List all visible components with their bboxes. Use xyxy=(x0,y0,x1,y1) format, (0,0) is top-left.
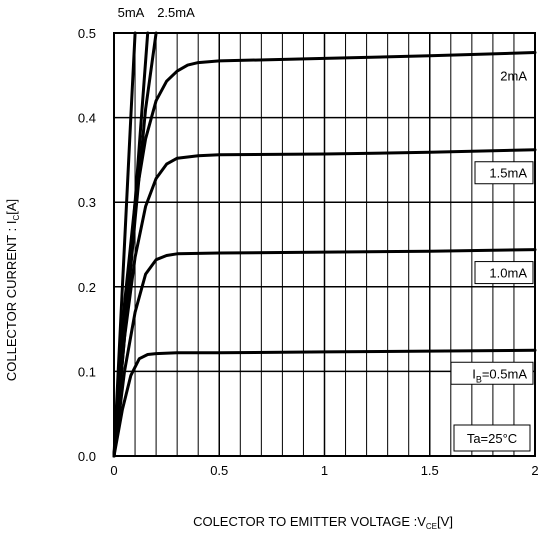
annotation-frame xyxy=(453,424,531,452)
y-axis-label-sub: C xyxy=(12,215,21,221)
y-axis-label-main: COLLECTOR CURRENT : I xyxy=(4,221,19,382)
series-label-box xyxy=(450,361,534,385)
x-axis-label-sub: CE xyxy=(426,522,437,531)
series-label: 1.0mA xyxy=(489,266,527,281)
series-line-5mA xyxy=(112,31,137,458)
plot-frame xyxy=(113,32,536,457)
y-tick-label: 0.4 xyxy=(78,111,96,126)
series-label: 5mA xyxy=(118,5,145,20)
series-label-box xyxy=(474,161,534,185)
grid xyxy=(114,33,535,456)
x-tick-label: 1 xyxy=(321,463,328,478)
series-line-1.5mA xyxy=(112,148,537,458)
series-line-1.0mA xyxy=(112,248,537,458)
x-tick-label: 0.5 xyxy=(210,463,228,478)
series-label: 2mA xyxy=(500,68,527,83)
x-axis-label-main: COLECTOR TO EMITTER VOLTAGE :V xyxy=(193,514,426,529)
x-tick-label: 2 xyxy=(531,463,538,478)
y-tick-label: 0.2 xyxy=(78,280,96,295)
annotation-box: Ta=25°C xyxy=(453,424,531,452)
x-axis-label: COLECTOR TO EMITTER VOLTAGE :VCE[V] xyxy=(193,514,453,531)
y-tick-label: 0.1 xyxy=(78,364,96,379)
curve-labels: IB=0.5mA 1.0mA 1.5mA 2mA 2.5mA 5mA xyxy=(118,5,534,385)
y-tick-label: 0.5 xyxy=(78,26,96,41)
y-axis-label: COLLECTOR CURRENT : IC[A] xyxy=(4,199,21,381)
x-tick-label: 0 xyxy=(110,463,117,478)
x-axis-label-tail: [V] xyxy=(437,514,453,529)
y-axis-label-tail: [A] xyxy=(4,199,19,215)
series-label-box xyxy=(474,261,534,285)
y-tick-label: 0.3 xyxy=(78,195,96,210)
tick-labels: 0 0.5 1 1.5 2 0.0 0.1 0.2 0.3 0.4 0.5 xyxy=(78,26,539,478)
series-label: 2.5mA xyxy=(157,5,195,20)
series-label: IB=0.5mA xyxy=(472,366,527,384)
y-tick-label: 0.0 xyxy=(78,449,96,464)
series-line-unlabeled xyxy=(112,31,150,458)
curves xyxy=(112,31,537,458)
x-tick-label: 1.5 xyxy=(421,463,439,478)
series-label: 1.5mA xyxy=(489,166,527,181)
annotation-text: Ta=25°C xyxy=(467,431,517,446)
series-line-IB0.5mA xyxy=(112,348,537,458)
